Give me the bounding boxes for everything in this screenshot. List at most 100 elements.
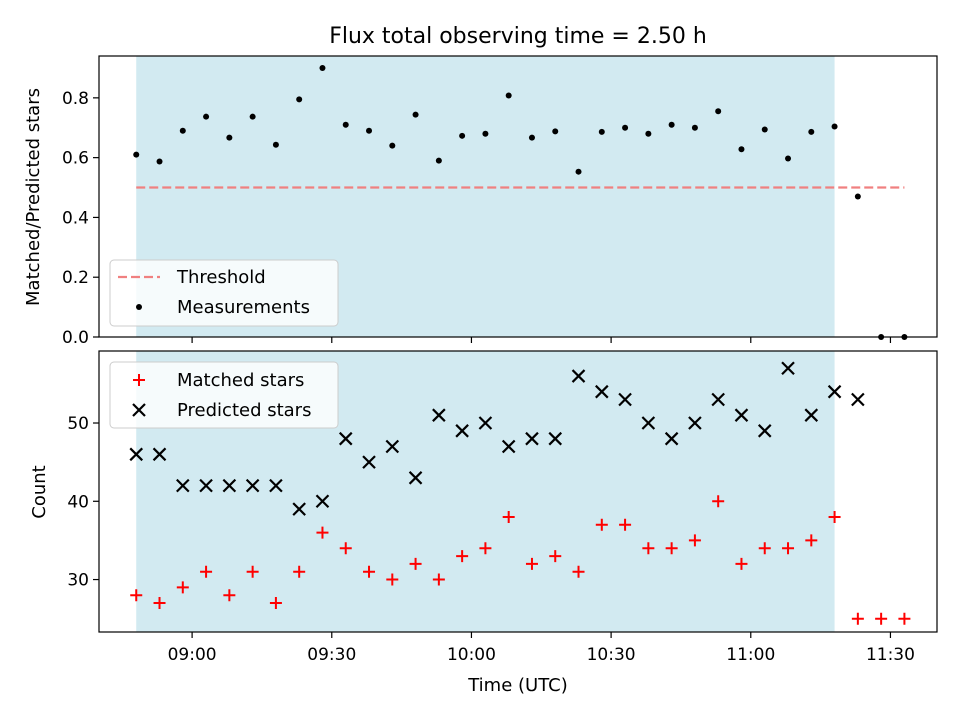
predicted-stars-point bbox=[408, 471, 423, 485]
measurement-point bbox=[156, 158, 163, 165]
matched-stars-point bbox=[130, 589, 143, 602]
predicted-stars-point bbox=[362, 455, 376, 469]
predicted-stars-point bbox=[571, 369, 586, 383]
matched-stars-point bbox=[782, 542, 795, 555]
predicted-stars-point bbox=[315, 494, 330, 509]
matched-stars-point bbox=[316, 526, 329, 539]
matched-stars-point bbox=[549, 550, 562, 563]
predicted-stars-point bbox=[129, 447, 144, 462]
predicted-stars-point bbox=[595, 384, 609, 399]
measurement-point bbox=[552, 128, 559, 135]
measurement-point bbox=[831, 123, 838, 130]
measurement-point bbox=[575, 168, 582, 175]
measurement-point bbox=[761, 126, 768, 133]
predicted-stars-point bbox=[664, 431, 679, 446]
predicted-stars-point bbox=[385, 439, 400, 454]
predicted-stars-point bbox=[432, 408, 446, 422]
matched-stars-point bbox=[619, 518, 632, 531]
matched-stars-point bbox=[200, 565, 213, 578]
matched-stars-point bbox=[735, 557, 748, 570]
predicted-stars-point bbox=[618, 392, 632, 407]
predicted-stars-point bbox=[781, 361, 795, 375]
measurement-point bbox=[715, 108, 722, 115]
y-tick-label: 50 bbox=[67, 414, 89, 434]
legend-matched-swatch bbox=[133, 374, 145, 386]
y-tick-label: 0.6 bbox=[62, 149, 89, 169]
y-tick-label: 0.4 bbox=[62, 208, 89, 228]
legend-measurements-swatch bbox=[136, 304, 142, 310]
matched-stars-point bbox=[595, 518, 608, 531]
y-tick-label: 40 bbox=[67, 492, 89, 512]
matched-stars-point bbox=[572, 565, 585, 578]
predicted-stars-point bbox=[152, 447, 167, 462]
matched-stars-point bbox=[246, 565, 259, 578]
predicted-stars-point bbox=[757, 424, 772, 438]
plot-frame bbox=[98, 350, 938, 633]
x-tick-label: 09:30 bbox=[307, 645, 356, 665]
measurement-point bbox=[645, 130, 652, 137]
measurement-point bbox=[249, 113, 256, 120]
legend-threshold-label: Threshold bbox=[176, 267, 266, 288]
measurement-point bbox=[482, 130, 489, 137]
predicted-stars-point bbox=[641, 416, 656, 430]
measurement-point bbox=[738, 146, 745, 153]
matched-stars-point bbox=[688, 534, 701, 547]
measurement-point bbox=[459, 132, 466, 139]
legend-predicted-swatch bbox=[132, 403, 146, 417]
top-y-axis-label: Matched/Predicted stars bbox=[23, 88, 44, 306]
matched-stars-point bbox=[456, 550, 469, 563]
predicted-stars-point bbox=[827, 384, 842, 399]
x-tick-label: 11:30 bbox=[866, 645, 915, 665]
measurement-point bbox=[412, 111, 419, 118]
top-panel: 0.0 0.2 0.4 0.6 0.8 Threshold Measurements bbox=[62, 55, 938, 348]
measurement-point bbox=[785, 155, 792, 162]
x-tick-label: 11:00 bbox=[726, 645, 775, 665]
y-tick-label: 30 bbox=[67, 571, 89, 591]
matched-stars-point bbox=[386, 573, 399, 586]
matched-stars-point bbox=[642, 542, 655, 555]
predicted-stars-point bbox=[501, 439, 516, 454]
predicted-stars-point bbox=[199, 478, 213, 493]
matched-stars-point bbox=[153, 597, 166, 610]
matched-stars-point bbox=[805, 534, 818, 547]
predicted-stars-point bbox=[176, 478, 190, 493]
predicted-stars-point bbox=[548, 431, 563, 446]
chart-title: Flux total observing time = 2.50 h bbox=[329, 24, 707, 49]
matched-stars-point bbox=[269, 597, 282, 610]
measurement-point bbox=[366, 127, 373, 134]
matched-stars-point bbox=[525, 557, 538, 570]
predicted-stars-point bbox=[804, 408, 819, 422]
matched-stars-point bbox=[293, 565, 306, 578]
matched-stars-point bbox=[665, 542, 678, 555]
legend-bottom: Matched stars Predicted stars bbox=[109, 361, 339, 429]
y-tick-label: 0.8 bbox=[62, 89, 89, 109]
matched-stars-point bbox=[712, 495, 725, 508]
matched-stars-point bbox=[502, 510, 515, 523]
matched-stars-point bbox=[898, 612, 911, 625]
matched-stars-point bbox=[339, 542, 352, 555]
x-axis-label: Time (UTC) bbox=[467, 675, 568, 696]
matched-stars-point bbox=[223, 589, 236, 602]
matched-stars-point bbox=[851, 612, 864, 625]
measurement-point bbox=[598, 128, 605, 135]
measurement-point bbox=[528, 134, 535, 141]
y-tick-label: 0.0 bbox=[62, 328, 89, 348]
legend-box bbox=[109, 259, 339, 327]
matched-stars-point bbox=[758, 542, 771, 555]
matched-stars-point bbox=[409, 557, 422, 570]
measurement-point bbox=[691, 124, 698, 131]
measurement-point bbox=[808, 128, 815, 135]
x-tick-label: 10:00 bbox=[447, 645, 496, 665]
predicted-stars-point bbox=[455, 424, 469, 438]
matched-stars-point bbox=[176, 581, 189, 594]
measurement-point bbox=[296, 96, 303, 103]
legend-matched-label: Matched stars bbox=[177, 370, 304, 391]
plot-frame bbox=[98, 55, 938, 338]
predicted-stars-point bbox=[711, 392, 725, 407]
predicted-stars-point bbox=[478, 416, 493, 430]
predicted-stars-point bbox=[292, 502, 306, 516]
legend-top: Threshold Measurements bbox=[109, 259, 339, 327]
measurement-point bbox=[203, 113, 210, 120]
predicted-stars-point bbox=[525, 431, 539, 446]
